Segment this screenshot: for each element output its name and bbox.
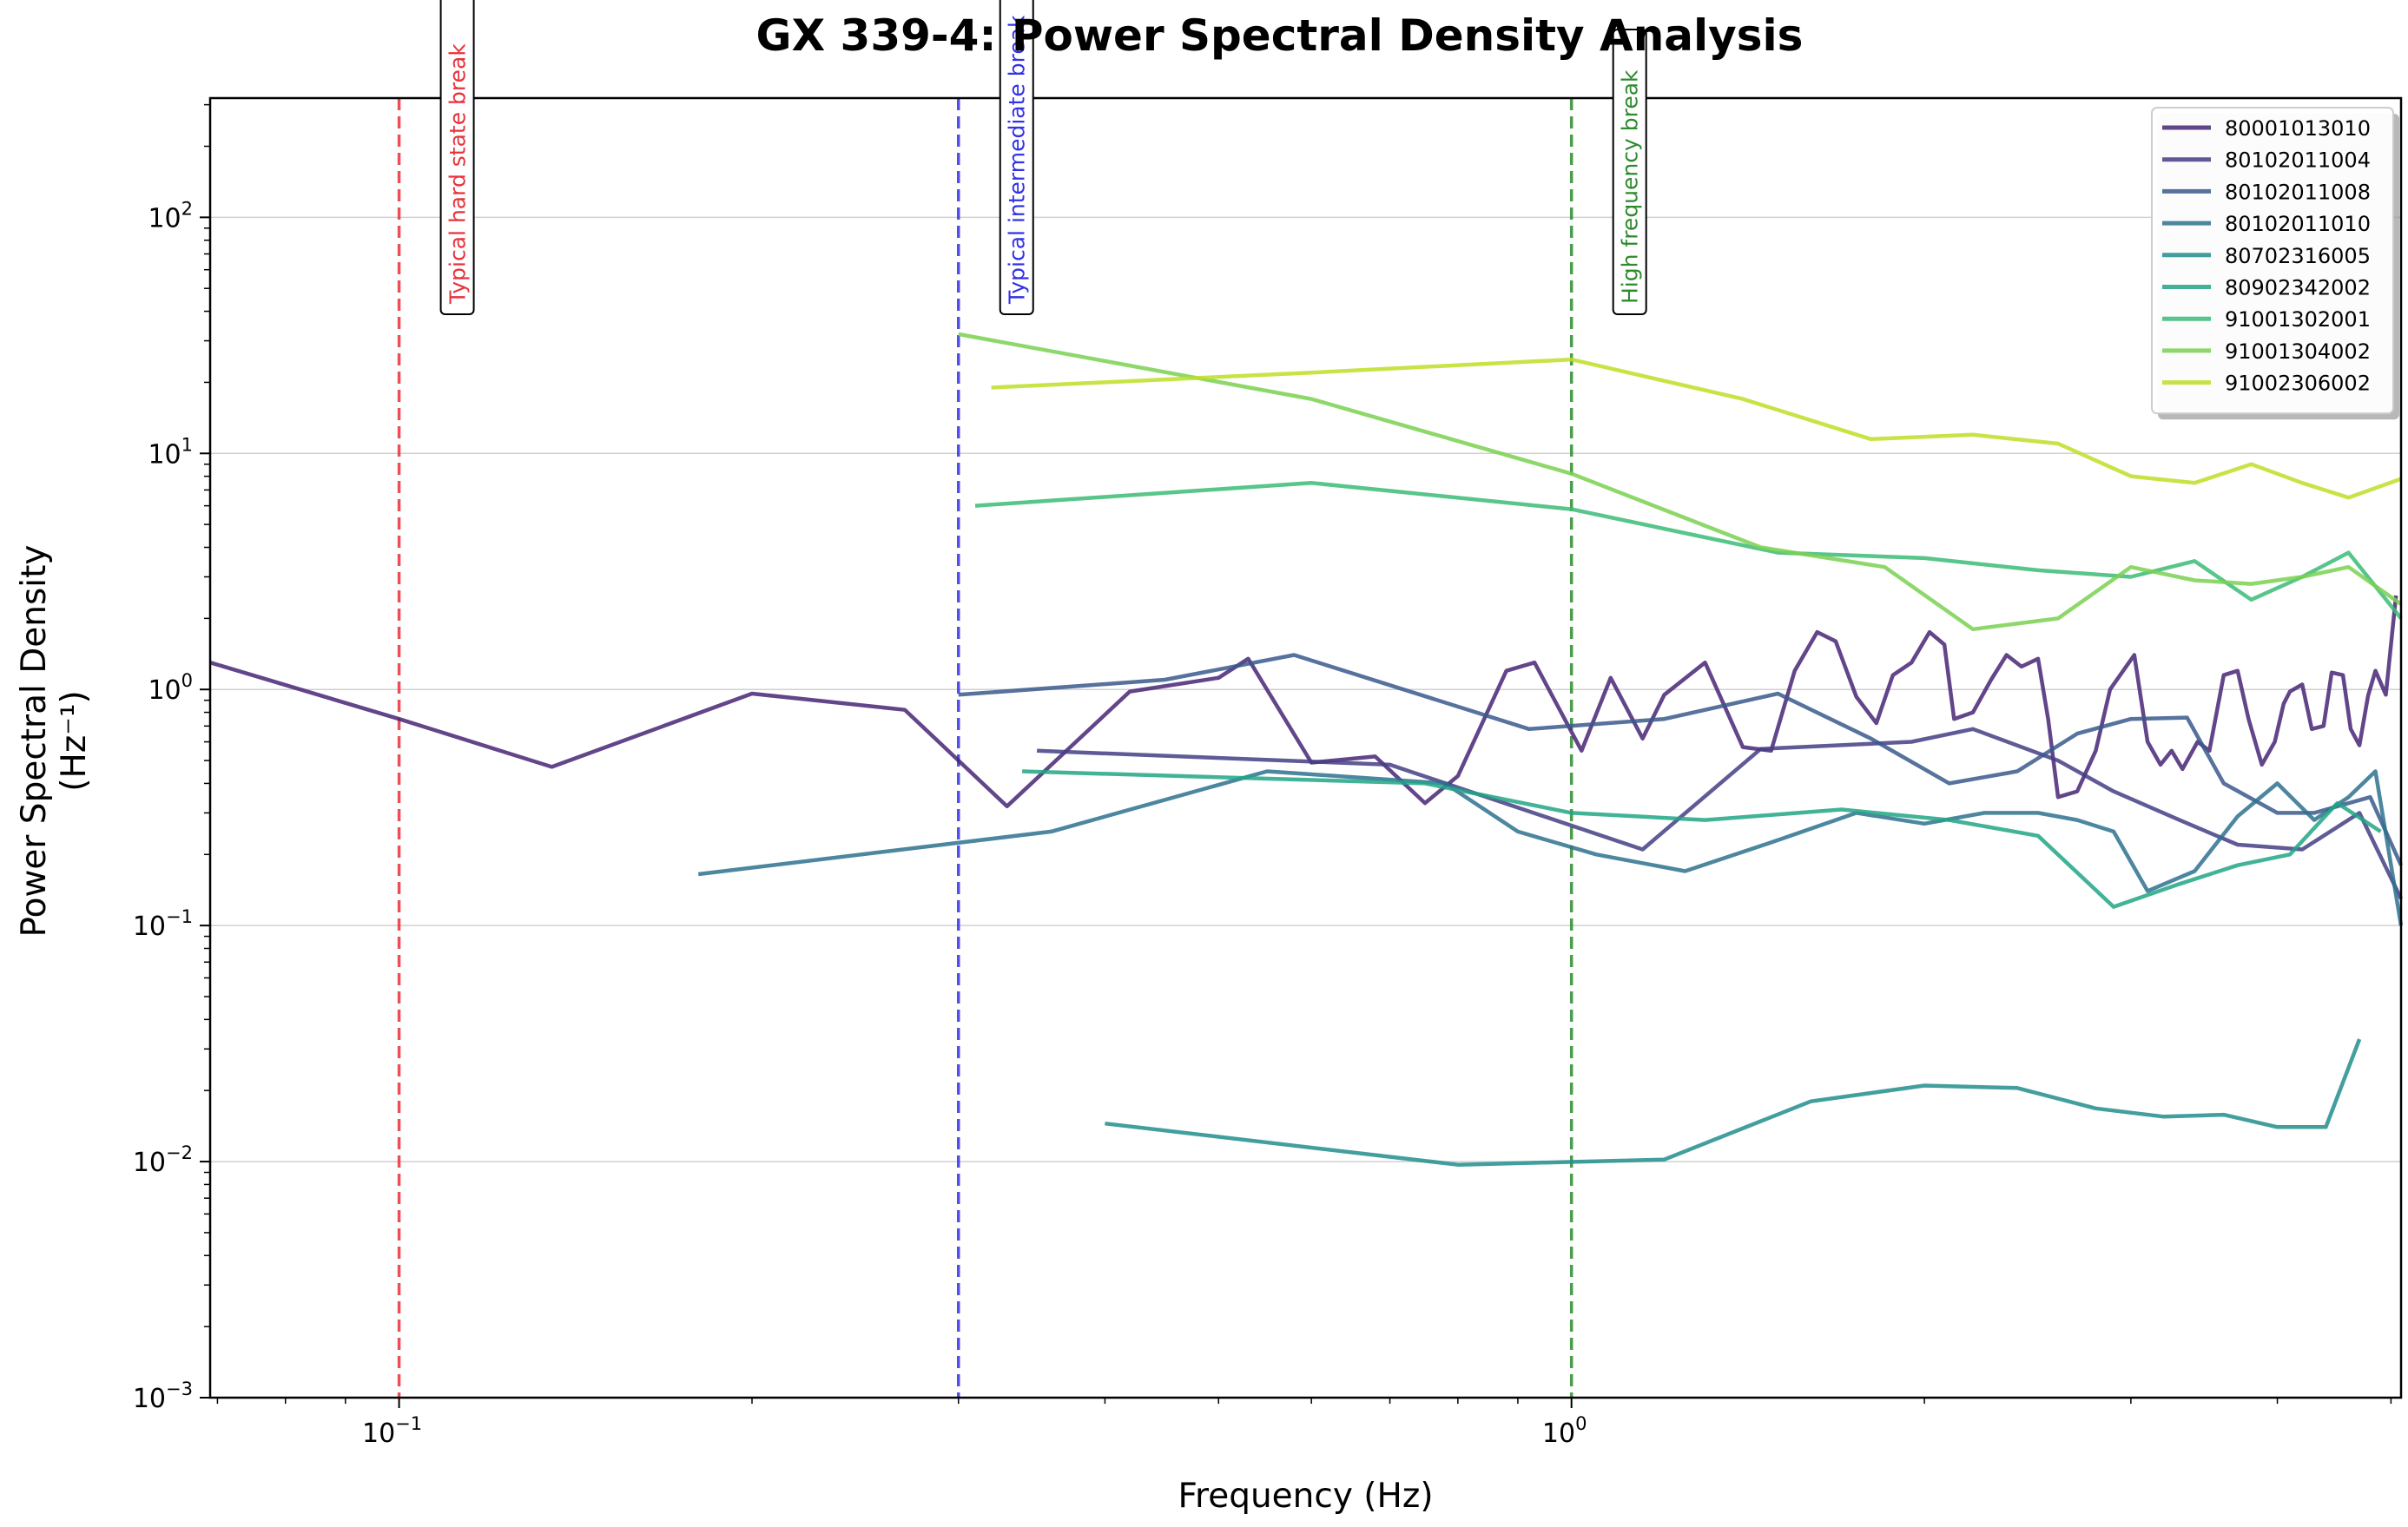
reference-annotation: Typical hard state break <box>439 0 475 315</box>
legend-entry-label: 80102011008 <box>2225 180 2371 204</box>
series-line <box>1037 727 2404 900</box>
legend-entry-label: 80102011004 <box>2225 148 2371 173</box>
annotation-box <box>439 0 475 315</box>
legend-entry-label: 91001302001 <box>2225 307 2371 332</box>
legend-entry-label: 91001304002 <box>2225 339 2371 364</box>
grid-lines <box>210 216 2401 1162</box>
legend-entry-label: 80902342002 <box>2225 276 2371 300</box>
legend-entry-label: 80001013010 <box>2225 116 2371 141</box>
annotation-label: High frequency break <box>1618 69 1643 304</box>
annotation-box <box>1612 29 1647 315</box>
reference-annotation: Typical intermediate break <box>999 0 1034 315</box>
series-line <box>958 653 2404 866</box>
legend-entry-label: 80702316005 <box>2225 244 2371 268</box>
reference-annotation: High frequency break <box>1612 29 1647 315</box>
legend-entry-label: 80102011010 <box>2225 212 2371 236</box>
y-axis-unit-label: (Hz⁻¹) <box>55 690 94 791</box>
y-axis-label: Power Spectral Density <box>15 545 54 938</box>
legend-box <box>2151 107 2394 415</box>
series-line <box>991 357 2402 500</box>
series-line <box>974 481 2403 620</box>
legend: 80001013010 80102011004 80102011008 8010201… <box>2151 107 2399 420</box>
series-line <box>1022 769 2382 909</box>
series-line <box>697 769 2404 926</box>
reference-lines <box>397 98 1573 1398</box>
data-series <box>209 332 2404 1167</box>
reference-annotations: Typical hard state break Typical intermed… <box>439 0 1647 315</box>
series-line <box>209 595 2398 809</box>
annotation-label: Typical intermediate break <box>1005 15 1030 305</box>
y-tick-label: 10−1 <box>133 906 193 942</box>
legend-entry-label: 91002306002 <box>2225 372 2371 396</box>
series-line <box>958 332 2403 632</box>
x-axis-label: Frequency (Hz) <box>1178 1477 1433 1516</box>
annotation-box <box>999 0 1034 315</box>
annotation-label: Typical hard state break <box>445 43 471 305</box>
plot-area-frame <box>208 96 2403 1399</box>
series-line <box>1105 1038 2362 1167</box>
chart-title: GX 339-4: Power Spectral Density Analysi… <box>756 10 1804 61</box>
